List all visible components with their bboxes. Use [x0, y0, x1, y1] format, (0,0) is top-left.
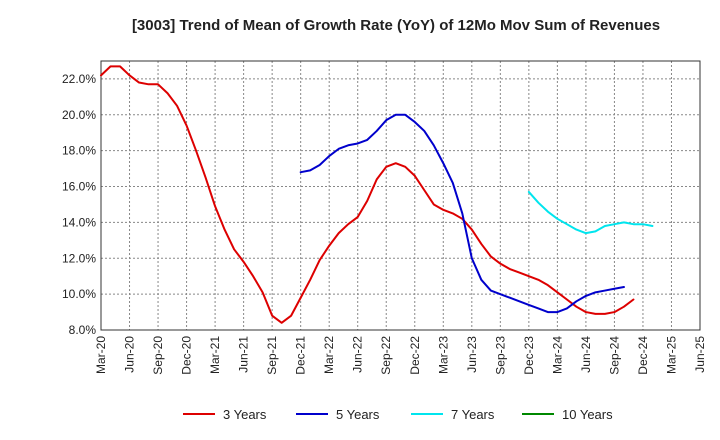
- y-tick-label: 16.0%: [62, 180, 96, 194]
- legend-label-7-years: 7 Years: [451, 407, 495, 422]
- x-tick-label: Mar-21: [208, 336, 222, 374]
- x-tick-label: Mar-22: [322, 336, 336, 374]
- series-line-3-years: [100, 65, 635, 324]
- legend-label-5-years: 5 Years: [336, 407, 380, 422]
- x-axis-ticks: Mar-20 Jun-20 Sep-20 Dec-20 Mar-21 Jun-21 Sep-…: [94, 336, 707, 375]
- x-tick-label: Jun-24: [579, 336, 593, 373]
- y-tick-label: 8.0%: [69, 323, 97, 337]
- y-tick-label: 22.0%: [62, 72, 96, 86]
- x-tick-label: Sep-23: [493, 336, 507, 375]
- legend-label-10-years: 10 Years: [562, 407, 613, 422]
- y-tick-label: 20.0%: [62, 108, 96, 122]
- x-tick-label: Mar-23: [436, 336, 450, 374]
- x-tick-label: Dec-20: [180, 336, 194, 375]
- series-layer: [100, 65, 654, 324]
- x-tick-label: Sep-24: [607, 336, 621, 375]
- series-line-7-years: [527, 190, 654, 235]
- y-axis-ticks: 8.0% 10.0% 12.0% 14.0% 16.0% 18.0% 20.0% 22.0%: [62, 72, 96, 337]
- x-tick-label: Dec-22: [408, 336, 422, 375]
- chart-title: [3003] Trend of Mean of Growth Rate (YoY…: [132, 17, 660, 34]
- legend: 3 Years 5 Years 7 Years 10 Years: [183, 407, 613, 422]
- x-tick-label: Sep-20: [151, 336, 165, 375]
- y-tick-label: 10.0%: [62, 287, 96, 301]
- x-tick-label: Sep-22: [379, 336, 393, 375]
- legend-label-3-years: 3 Years: [223, 407, 267, 422]
- plot-frame: [100, 60, 701, 331]
- x-tick-label: Mar-20: [94, 336, 108, 374]
- y-tick-label: 12.0%: [62, 251, 96, 265]
- x-tick-label: Jun-20: [123, 336, 137, 373]
- x-tick-label: Dec-21: [294, 336, 308, 375]
- x-tick-label: Jun-23: [465, 336, 479, 373]
- y-tick-label: 18.0%: [62, 144, 96, 158]
- x-tick-label: Jun-25: [693, 336, 707, 373]
- x-tick-label: Dec-23: [522, 336, 536, 375]
- series-line-5-years: [299, 113, 625, 314]
- x-tick-label: Mar-25: [664, 336, 678, 374]
- y-tick-label: 14.0%: [62, 215, 96, 229]
- x-tick-label: Jun-22: [351, 336, 365, 373]
- x-tick-label: Dec-24: [636, 336, 650, 375]
- x-tick-label: Jun-21: [237, 336, 251, 373]
- x-tick-label: Mar-24: [550, 336, 564, 374]
- grid-layer: [100, 61, 701, 331]
- x-tick-label: Sep-21: [265, 336, 279, 375]
